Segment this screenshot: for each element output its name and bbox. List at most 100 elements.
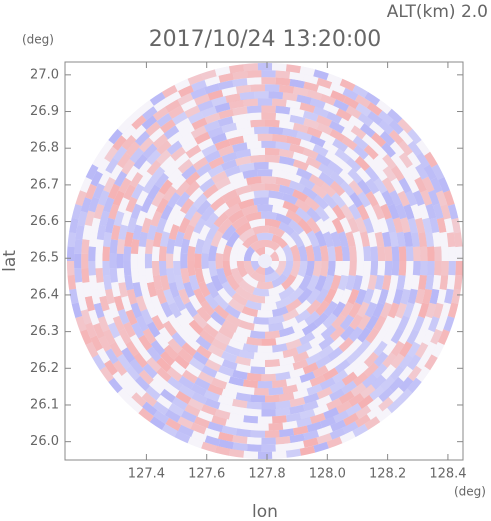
radar-cell [282,384,298,395]
radar-cell [370,217,382,234]
radar-cell [268,322,284,332]
radar-cell [344,360,360,376]
radar-cell [130,238,140,254]
radar-cell [124,231,134,247]
radar-cell [177,348,194,364]
radar-cell [192,351,209,366]
radar-cell [329,427,346,440]
radar-cell [201,365,218,378]
radar-cell [191,391,208,405]
radar-cell [309,374,326,387]
radar-cell [161,424,178,438]
radar-cell [261,402,277,410]
radar-cell [131,115,147,130]
radar-cell [345,231,356,247]
radar-cell [265,293,282,304]
radar-cell [152,373,168,389]
radar-cell [160,204,174,221]
radar-cell [444,218,454,234]
radar-cell [374,274,385,291]
radar-cell [190,422,207,435]
radar-cell [327,261,336,277]
radar-cell [88,231,98,247]
radar-cell [207,126,224,139]
radar-cell [360,275,370,291]
x-tick-label: 128.4 [429,467,466,482]
radar-cell [316,122,333,136]
radar-cell [400,289,411,305]
y-tick-label: 27.0 [30,67,59,82]
radar-cell [390,178,404,194]
radar-cell [133,154,148,170]
radar-cell [405,246,414,261]
radar-cell [121,210,133,227]
radar-cell [306,383,323,396]
radar-cell [362,133,378,149]
radar-cell [341,127,357,142]
radar-cell [396,231,406,247]
radar-cell [118,282,128,298]
radar-cell [306,89,323,101]
radar-cell [257,62,273,71]
radar-cell [66,246,75,261]
radar-cell [123,246,132,261]
radar-cell [235,120,251,130]
radar-cell [243,63,258,72]
radar-cell [160,388,176,403]
radar-cell [84,295,95,312]
radar-cell [208,245,218,261]
radar-cell [95,253,103,269]
radar-cell [247,70,262,78]
radar-cell [88,261,96,276]
radar-cell [372,302,385,319]
radar-cell [448,261,456,276]
radar-cell [235,221,252,236]
radar-cell [145,302,158,319]
radar-cell [175,117,192,132]
radar-cell [397,315,410,332]
radar-cell [204,212,219,229]
radar-cell [204,75,221,87]
radar-cell [66,261,75,276]
radar-cell [177,158,194,174]
radar-cell [181,138,198,153]
radar-cell [103,232,112,248]
radar-cell [160,119,176,134]
radar-cell [403,231,413,247]
radar-cell [289,329,306,342]
radar-cell [357,113,374,128]
radar-cell [109,268,118,283]
radar-cell [97,316,110,332]
radar-cell [195,335,212,351]
radar-cell [121,347,136,364]
radar-cell [295,299,312,315]
radar-cell [410,302,422,319]
radar-cell [414,176,427,193]
radar-cell [214,371,231,383]
radar-cell [253,190,269,199]
radar-cell [201,237,213,254]
radar-cell [129,358,144,375]
radar-cell [425,203,437,220]
radar-cell [430,177,443,194]
radar-cell [253,323,269,332]
radar-cell [306,217,321,234]
radar-cell [178,123,195,138]
radar-cell [304,196,320,211]
radar-cell [88,309,100,326]
radar-cell [347,168,363,184]
radar-cell [309,135,326,148]
radar-cell [196,163,212,177]
radar-cell [265,239,280,251]
radar-cell [137,346,152,362]
radar-cell [422,288,433,305]
radar-cell [179,198,195,214]
radar-cell [140,308,154,325]
radar-cell [376,407,392,422]
radar-cell [322,141,339,155]
radar-cell [446,274,456,290]
radar-cell [153,410,170,424]
radar-cell [348,302,362,319]
y-tick-label: 26.3 [30,324,59,339]
radar-cell [425,231,435,247]
